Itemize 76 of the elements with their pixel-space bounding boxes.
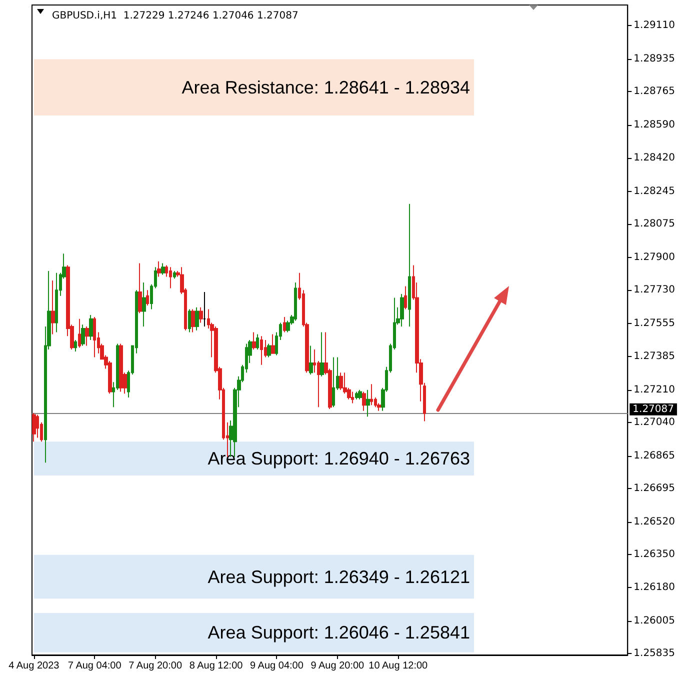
x-tick-label: 10 Aug 12:00	[368, 660, 428, 672]
candlestick	[85, 326, 89, 346]
y-tick-label: 1.27385	[634, 350, 676, 362]
y-tick-label: 1.28590	[634, 120, 676, 131]
candlestick	[260, 336, 263, 366]
y-tick-label: 1.26695	[634, 483, 676, 494]
y-tick-label: 1.28420	[634, 152, 676, 164]
y-tick-label: 1.28935	[634, 54, 676, 65]
band-label: Area Resistance: 1.28641 - 1.28934	[182, 77, 470, 98]
candlestick	[320, 332, 324, 377]
candlestick	[74, 339, 77, 352]
candlestick	[362, 391, 366, 412]
candlestick	[366, 389, 370, 418]
candlestick	[32, 412, 36, 442]
candlestick	[370, 384, 373, 406]
candlestick	[146, 290, 149, 306]
x-tick-label: 8 Aug 12:00	[189, 660, 244, 672]
y-tick-label: 1.27040	[634, 416, 676, 428]
candlestick	[203, 292, 206, 328]
y-tick-label: 1.25835	[634, 648, 676, 659]
x-tick-label: 7 Aug 04:00	[68, 660, 122, 672]
candlestick	[36, 414, 39, 438]
y-tick-label: 1.27900	[634, 252, 676, 264]
candlestick	[283, 316, 286, 333]
candlestick	[195, 306, 199, 331]
candlestick	[89, 314, 93, 340]
candlestick	[78, 318, 81, 348]
y-tick-label: 1.26180	[634, 582, 676, 593]
y-tick-label: 1.26520	[634, 516, 676, 528]
band-label: Area Support: 1.26349 - 1.26121	[208, 566, 470, 587]
y-tick-label: 1.29110	[634, 20, 676, 32]
candlestick	[188, 308, 191, 333]
y-tick-label: 1.27730	[634, 284, 676, 296]
x-tick-label: 9 Aug 04:00	[250, 660, 304, 672]
y-tick-label: 1.28075	[634, 218, 676, 230]
candlestick	[256, 334, 259, 350]
candlestick	[351, 391, 354, 404]
x-tick-label: 9 Aug 20:00	[310, 660, 365, 672]
candlestick	[157, 260, 161, 278]
band-label: Area Support: 1.26046 - 1.25841	[208, 622, 470, 643]
x-tick-label: 7 Aug 20:00	[128, 660, 182, 672]
candlestick	[309, 345, 313, 375]
x-tick-label: 4 Aug 2023	[8, 660, 60, 672]
candlestick	[294, 282, 297, 322]
candlestick	[138, 262, 142, 314]
candlestick	[191, 308, 195, 333]
candlestick	[271, 334, 275, 354]
band-label: Area Support: 1.26940 - 1.26763	[208, 448, 470, 469]
candlestick	[173, 270, 176, 280]
candlestick	[169, 266, 172, 289]
y-tick-label: 1.26350	[634, 549, 676, 560]
candlestick	[142, 282, 146, 328]
y-tick-label: 1.26005	[634, 615, 676, 626]
candlestick	[93, 316, 96, 358]
y-tick-label: 1.28765	[634, 86, 676, 98]
candlestick	[81, 324, 85, 346]
candlestick	[252, 332, 256, 350]
y-tick-label: 1.28245	[634, 186, 676, 197]
y-tick-label: 1.27555	[634, 318, 676, 330]
text: GBPUSD.i,H1 1.27229 1.27246 1.27046 1.27087	[52, 10, 298, 22]
candlestick	[355, 391, 358, 400]
candlestick	[267, 343, 271, 358]
candlestick	[161, 262, 165, 276]
candlestick	[51, 280, 55, 335]
candlestick	[408, 203, 411, 328]
ref-line-label: 1.27087	[632, 404, 674, 415]
candlestick	[332, 356, 335, 408]
candlestick	[400, 293, 404, 328]
y-tick-label: 1.27210	[634, 384, 676, 396]
candlestick	[119, 343, 123, 392]
candlestick	[404, 286, 407, 310]
candlestick	[199, 306, 203, 324]
candlestick	[358, 389, 362, 400]
candlestick	[55, 272, 58, 333]
candlestick	[339, 372, 343, 390]
y-tick-label: 1.26865	[634, 450, 676, 462]
